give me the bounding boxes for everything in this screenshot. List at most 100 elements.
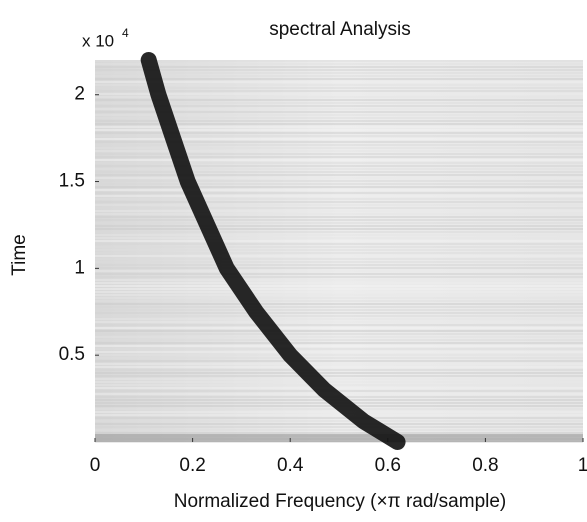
noise-stripe — [95, 192, 583, 194]
noise-stripe — [95, 429, 583, 431]
noise-stripe — [95, 357, 583, 359]
noise-stripe — [95, 384, 583, 386]
noise-stripe — [95, 264, 583, 266]
noise-stripe — [95, 60, 583, 62]
noise-stripe — [95, 69, 583, 71]
noise-stripe — [95, 330, 583, 332]
noise-stripe — [95, 300, 583, 302]
noise-stripe — [95, 153, 583, 155]
noise-stripe — [95, 162, 583, 164]
noise-stripe — [95, 414, 583, 416]
y-scale-label: x 10 — [82, 31, 114, 50]
spectral-ridge — [140, 52, 406, 450]
noise-stripe — [95, 324, 583, 326]
noise-stripe — [95, 144, 583, 146]
noise-stripe — [95, 249, 583, 251]
noise-stripe — [95, 348, 583, 350]
noise-stripe — [95, 105, 583, 107]
noise-stripe — [95, 171, 583, 173]
noise-stripe — [95, 114, 583, 116]
noise-stripe — [95, 183, 583, 185]
noise-stripe — [95, 201, 583, 203]
noise-stripe — [95, 423, 583, 425]
noise-stripe — [95, 273, 583, 275]
noise-stripe — [95, 279, 583, 281]
chart-title: spectral Analysis — [269, 19, 411, 40]
noise-stripe — [95, 120, 583, 122]
y-tick-label: 1 — [74, 257, 85, 278]
noise-stripe — [95, 258, 583, 260]
noise-stripe — [95, 411, 583, 413]
noise-stripe — [95, 117, 583, 119]
noise-stripe — [95, 204, 583, 206]
x-axis-label: Normalized Frequency (×π rad/sample) — [174, 491, 507, 512]
noise-stripe — [95, 165, 583, 167]
noise-stripe — [95, 189, 583, 191]
noise-stripe — [95, 111, 583, 113]
noise-stripe — [95, 306, 583, 308]
noise-stripe — [95, 381, 583, 383]
noise-band — [95, 434, 583, 442]
noise-stripe — [95, 315, 583, 317]
noise-stripe — [95, 123, 583, 125]
noise-stripe — [95, 129, 583, 131]
noise-stripe — [95, 228, 583, 230]
y-tick-label: 0.5 — [59, 344, 85, 365]
noise-stripe — [95, 66, 583, 68]
noise-stripe — [95, 339, 583, 341]
noise-stripe — [95, 75, 583, 77]
noise-stripe — [95, 84, 583, 86]
noise-stripe — [95, 321, 583, 323]
noise-stripe — [95, 369, 583, 371]
noise-stripe — [95, 297, 583, 299]
noise-stripe — [95, 213, 583, 215]
noise-stripe — [95, 285, 583, 287]
noise-stripe — [95, 372, 583, 374]
y-tick-label: 1.5 — [59, 171, 85, 192]
noise-stripe — [95, 291, 583, 293]
noise-stripe — [95, 375, 583, 377]
noise-stripe — [95, 87, 583, 89]
noise-stripe — [95, 141, 583, 143]
x-tick-label: 0 — [90, 455, 101, 476]
noise-stripe — [95, 237, 583, 239]
noise-stripe — [95, 333, 583, 335]
noise-stripe — [95, 132, 583, 134]
noise-stripe — [95, 168, 583, 170]
y-tick-label: 2 — [74, 84, 85, 105]
noise-stripe — [95, 186, 583, 188]
noise-stripe — [95, 81, 583, 83]
x-tick-label: 0.2 — [179, 455, 205, 476]
x-tick-label: 0.6 — [375, 455, 401, 476]
noise-stripe — [95, 303, 583, 305]
noise-stripe — [95, 288, 583, 290]
noise-stripe — [95, 351, 583, 353]
noise-stripe — [95, 108, 583, 110]
noise-stripe — [95, 267, 583, 269]
noise-stripe — [95, 417, 583, 419]
x-tick-label: 1 — [578, 455, 587, 476]
noise-stripe — [95, 135, 583, 137]
noise-stripe — [95, 159, 583, 161]
noise-stripe — [95, 318, 583, 320]
noise-stripe — [95, 99, 583, 101]
noise-stripe — [95, 156, 583, 158]
x-tick-label: 0.4 — [277, 455, 304, 476]
noise-stripe — [95, 177, 583, 179]
noise-stripe — [95, 336, 583, 338]
noise-stripe — [95, 72, 583, 74]
noise-stripe — [95, 174, 583, 176]
noise-stripe — [95, 390, 583, 392]
y-scale-exponent: 4 — [122, 26, 129, 40]
noise-stripe — [95, 207, 583, 209]
noise-stripe — [95, 387, 583, 389]
noise-stripe — [95, 222, 583, 224]
noise-stripe — [95, 309, 583, 311]
noise-stripe — [95, 276, 583, 278]
noise-stripe — [95, 312, 583, 314]
noise-stripe — [95, 90, 583, 92]
noise-stripe — [95, 246, 583, 248]
noise-stripes — [95, 60, 583, 443]
